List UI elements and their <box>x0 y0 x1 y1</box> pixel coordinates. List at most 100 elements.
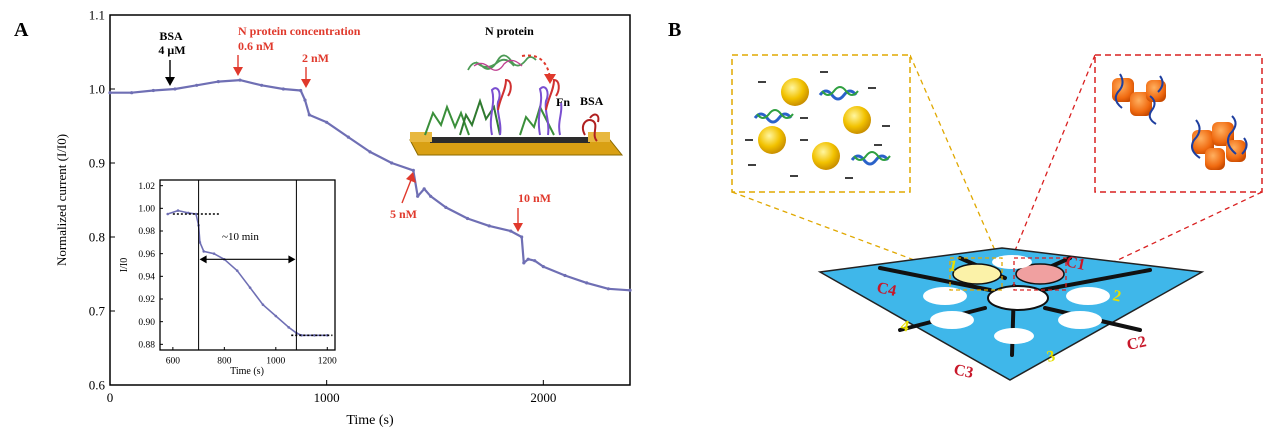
main-data-point <box>216 80 220 84</box>
main-data-point <box>522 261 526 265</box>
sensor-chip: C1 2 C2 3 C3 4 C4 1 <box>817 247 1205 382</box>
main-y-tick-label: 1.0 <box>89 81 105 96</box>
inset-data-point <box>198 241 202 244</box>
aptamer-helix <box>821 86 859 96</box>
inset-data-point <box>274 314 278 318</box>
sensing-pad <box>1066 287 1110 305</box>
main-data-point <box>195 83 199 87</box>
fn-loop-4 <box>545 78 560 111</box>
sensing-pad <box>992 255 1032 269</box>
main-data-point <box>368 150 372 154</box>
main-data-point <box>444 205 448 209</box>
fn-loop-3 <box>537 86 550 136</box>
main-data-point <box>130 91 134 95</box>
main-data-point <box>465 216 470 221</box>
fn-loop-1 <box>489 87 502 136</box>
inset-data-point <box>235 269 239 272</box>
inset-guides <box>172 180 333 350</box>
main-data-point <box>108 91 112 95</box>
inset-y-tick-label: 0.96 <box>138 250 155 260</box>
substrate-left-electrode <box>410 132 432 142</box>
annotation-bsa-label: BSA <box>159 29 183 43</box>
annotation-06nm-arrowhead <box>233 67 243 76</box>
main-data-point <box>541 265 545 269</box>
chip-label-1: 1 <box>947 257 958 275</box>
gold-nanoparticle <box>812 142 840 170</box>
main-x-axis-label: Time (s) <box>346 413 394 428</box>
chip-label-3: 3 <box>1045 348 1056 366</box>
substrate-right-electrode <box>588 132 610 142</box>
yellow-zoom-box <box>731 54 911 193</box>
chip-label-c2: C2 <box>1125 333 1148 354</box>
annotation-bsa-conc: 4 μM <box>158 43 185 57</box>
annotation-n-protein-title: N protein concentration <box>238 24 361 38</box>
main-x-ticks: 0 1000 2000 <box>107 380 556 405</box>
chip-label-c1: C1 <box>1064 253 1087 274</box>
inset-data-point <box>212 252 216 255</box>
inset-y-tick-label: 1.00 <box>138 205 155 215</box>
main-y-tick-label: 0.9 <box>89 155 105 170</box>
inset-data-point <box>166 212 170 216</box>
inset-data-point <box>287 326 290 329</box>
main-y-tick-label: 0.6 <box>89 377 106 392</box>
free-n-protein-shape-2 <box>473 59 523 71</box>
inset-chart: 0.88 0.90 0.92 0.94 0.96 0.98 1.00 1.02 600 800 1… <box>119 179 337 377</box>
inset-data-point <box>202 250 206 253</box>
negative-charge-marks <box>745 71 890 179</box>
binding-dotted-arrow <box>521 54 551 79</box>
annotation-bsa-arrowhead <box>165 77 175 86</box>
fn-loop-5 <box>558 102 563 136</box>
anchored-proteins <box>424 78 600 142</box>
main-data-point <box>299 88 303 93</box>
inset-data-point <box>261 303 265 306</box>
binding-arrowhead <box>544 74 556 84</box>
main-y-tick-label: 1.1 <box>89 7 105 22</box>
annotation-5nm-arrowhead <box>406 172 416 183</box>
bsa-protein <box>581 113 600 142</box>
illustration-n-protein-label: N protein <box>485 24 534 38</box>
chip-label-c4: C4 <box>875 279 898 300</box>
panel-b-letter: B <box>668 19 681 41</box>
antibody-cluster-left <box>424 104 470 136</box>
sensing-pad <box>1058 311 1102 329</box>
inset-data-point <box>194 212 198 216</box>
sensing-pad <box>994 328 1034 344</box>
main-data-point <box>260 83 264 87</box>
sensing-pad-red <box>1015 263 1065 285</box>
free-n-protein-shape <box>467 54 537 71</box>
main-y-ticks: 0.6 0.7 0.8 0.9 1.0 1.1 <box>89 7 115 392</box>
gold-nanoparticle <box>843 106 871 134</box>
sensing-pad <box>923 287 967 305</box>
aptamer-helix <box>818 89 858 101</box>
main-plot-frame <box>109 14 631 386</box>
main-y-tick-label: 0.8 <box>89 229 105 244</box>
main-series <box>108 78 632 292</box>
main-data-point <box>416 194 420 198</box>
gold-nanoparticle <box>758 126 786 154</box>
sensing-pad <box>930 311 974 329</box>
aptamer-helix <box>756 109 794 119</box>
protein-complex-right <box>1191 115 1248 170</box>
annotation-2nm-label: 2 nM <box>302 51 329 65</box>
red-projection-right <box>1049 191 1263 293</box>
main-data-point <box>281 87 285 91</box>
sensing-pad-yellow <box>952 263 1002 285</box>
annotation-5nm-arrow <box>401 179 412 204</box>
gold-nanoparticle <box>781 78 809 106</box>
inset-y-tick-label: 0.88 <box>138 341 155 351</box>
substrate-channel <box>430 137 590 143</box>
inset-x-tick-label: 800 <box>217 357 232 367</box>
red-projection-left <box>1011 54 1096 259</box>
annotation-10nm-arrowhead <box>513 223 523 232</box>
inset-duration-arrowhead-left <box>199 255 207 264</box>
inset-y-ticks: 0.88 0.90 0.92 0.94 0.96 0.98 1.00 1.02 <box>138 182 163 351</box>
annotation-10nm-label: 10 nM <box>518 191 551 205</box>
fn-loop-2 <box>497 78 512 111</box>
inset-y-tick-label: 0.98 <box>138 227 155 237</box>
main-data-point <box>628 288 632 292</box>
main-annotations: BSA 4 μM N protein concentration 0.6 nM … <box>158 24 551 232</box>
inset-y-tick-label: 0.92 <box>138 295 155 305</box>
main-data-point <box>487 224 491 228</box>
main-data-point <box>526 257 530 261</box>
